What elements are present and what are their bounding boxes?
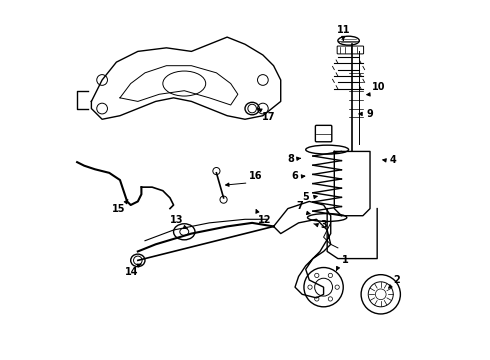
Text: 2: 2 bbox=[393, 275, 400, 285]
Text: 10: 10 bbox=[372, 82, 386, 92]
Text: 16: 16 bbox=[249, 171, 263, 181]
Text: 4: 4 bbox=[390, 156, 396, 165]
Text: 9: 9 bbox=[367, 109, 373, 119]
Text: 12: 12 bbox=[258, 215, 271, 225]
Text: 6: 6 bbox=[291, 171, 297, 181]
Text: 8: 8 bbox=[287, 154, 294, 163]
Text: 13: 13 bbox=[171, 215, 184, 225]
Text: 11: 11 bbox=[337, 25, 350, 35]
Text: 15: 15 bbox=[112, 204, 125, 214]
Text: 5: 5 bbox=[302, 192, 309, 202]
Text: 17: 17 bbox=[262, 112, 275, 122]
Text: 3: 3 bbox=[320, 220, 327, 230]
Text: 7: 7 bbox=[296, 201, 303, 211]
Text: 14: 14 bbox=[125, 267, 139, 277]
Text: 1: 1 bbox=[342, 255, 348, 265]
